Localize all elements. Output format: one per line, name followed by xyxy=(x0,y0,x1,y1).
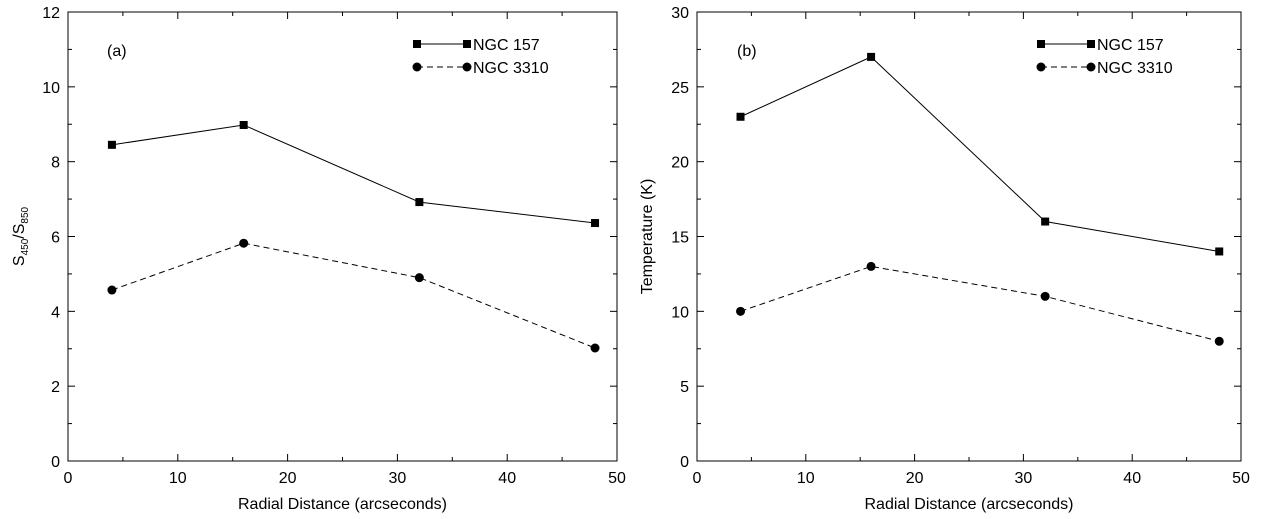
x-tick-label: 50 xyxy=(1232,470,1250,487)
data-point-ngc-3310 xyxy=(107,285,117,295)
legend-marker-ngc-3310 xyxy=(1086,62,1096,72)
y-tick-label: 0 xyxy=(680,454,689,471)
series-line-ngc-3310 xyxy=(111,242,596,349)
y-tick-label: 4 xyxy=(51,304,60,321)
data-point-ngc-3310 xyxy=(1214,336,1224,346)
y-axis-title-base: S xyxy=(11,255,28,266)
legend: NGC 157 NGC 3310 xyxy=(1036,37,1173,77)
x-tick-label: 20 xyxy=(906,470,924,487)
data-point-ngc-157 xyxy=(107,140,116,149)
panel-b: 0 10 20 30 40 50 0 5 10 15 20 25 30 Radial Distance… xyxy=(639,5,1250,513)
data-point-ngc-157 xyxy=(867,52,876,61)
x-tick-label: 0 xyxy=(693,470,702,487)
legend-label-ngc-157: NGC 157 xyxy=(473,37,540,54)
x-tick-label: 10 xyxy=(169,470,187,487)
data-point-ngc-157 xyxy=(591,219,600,228)
legend-marker-ngc-157 xyxy=(1087,40,1095,48)
data-point-ngc-157 xyxy=(736,112,745,121)
y-tick-labels: 0 5 10 15 20 25 30 xyxy=(671,5,689,471)
y-tick-label: 2 xyxy=(51,379,60,396)
y-tick-label: 6 xyxy=(51,230,60,247)
legend-label-ngc-157: NGC 157 xyxy=(1097,37,1164,54)
legend-marker-ngc-3310 xyxy=(1036,62,1046,72)
x-tick-label: 0 xyxy=(64,470,73,487)
y-tick-labels: 0 2 4 6 8 10 12 xyxy=(42,5,60,471)
data-point-ngc-3310 xyxy=(736,306,746,316)
legend-marker-ngc-157 xyxy=(413,40,421,48)
series-line-ngc-157 xyxy=(740,56,1220,252)
y-tick-label: 5 xyxy=(680,379,689,396)
x-tick-label: 30 xyxy=(1015,470,1033,487)
y-tick-label: 15 xyxy=(671,230,689,247)
y-tick-label: 20 xyxy=(671,155,689,172)
data-point-ngc-157 xyxy=(239,120,248,129)
series-line-ngc-3310 xyxy=(740,265,1220,342)
x-tick-label: 20 xyxy=(279,470,297,487)
y-tick-label: 25 xyxy=(671,80,689,97)
y-tick-label: 10 xyxy=(42,80,60,97)
panel-label: (a) xyxy=(107,43,127,60)
data-point-ngc-157 xyxy=(1215,247,1224,256)
data-point-ngc-3310 xyxy=(1040,291,1050,301)
plot-frame xyxy=(67,11,618,462)
plot-frame xyxy=(696,11,1242,462)
x-tick-label: 40 xyxy=(498,470,516,487)
series-line-ngc-157 xyxy=(111,124,596,224)
y-axis-title: S450/S850 xyxy=(11,206,31,266)
y-tick-label: 0 xyxy=(51,454,60,471)
x-tick-label: 40 xyxy=(1123,470,1141,487)
x-tick-label: 50 xyxy=(608,470,626,487)
x-tick-labels: 0 10 20 30 40 50 xyxy=(64,470,626,487)
y-axis-title: Temperature (K) xyxy=(639,179,656,295)
x-tick-label: 30 xyxy=(389,470,407,487)
data-point-ngc-3310 xyxy=(414,273,424,283)
data-point-ngc-3310 xyxy=(590,343,600,353)
x-axis-title: Radial Distance (arcseconds) xyxy=(865,496,1074,513)
y-axis-title-sep: /S xyxy=(11,224,28,239)
data-point-ngc-157 xyxy=(1041,217,1050,226)
y-tick-label: 8 xyxy=(51,155,60,172)
y-tick-label: 12 xyxy=(42,5,60,22)
axis-ticks xyxy=(67,11,618,462)
data-point-ngc-157 xyxy=(415,198,424,207)
legend-marker-ngc-157 xyxy=(1037,40,1045,48)
series-layer xyxy=(107,120,600,353)
data-point-ngc-3310 xyxy=(866,261,876,271)
legend-marker-ngc-3310 xyxy=(462,62,472,72)
x-axis-title: Radial Distance (arcseconds) xyxy=(238,496,447,513)
series-layer xyxy=(736,52,1224,346)
panel-label: (b) xyxy=(737,43,757,60)
y-tick-label: 30 xyxy=(671,5,689,22)
x-tick-labels: 0 10 20 30 40 50 xyxy=(693,470,1250,487)
y-axis-title-sub2: 850 xyxy=(20,206,31,223)
legend-marker-ngc-3310 xyxy=(412,62,422,72)
legend-marker-ngc-157 xyxy=(463,40,471,48)
legend-label-ngc-3310: NGC 3310 xyxy=(1097,60,1173,77)
y-axis-title-sub1: 450 xyxy=(20,238,31,255)
legend: NGC 157 NGC 3310 xyxy=(412,37,549,77)
axis-ticks xyxy=(696,11,1242,462)
legend-label-ngc-3310: NGC 3310 xyxy=(473,60,549,77)
x-tick-label: 10 xyxy=(797,470,815,487)
panel-a: 0 10 20 30 40 50 0 2 4 6 8 10 12 Radial Distance (a… xyxy=(11,5,626,513)
y-tick-label: 10 xyxy=(671,304,689,321)
data-point-ngc-3310 xyxy=(239,238,249,248)
